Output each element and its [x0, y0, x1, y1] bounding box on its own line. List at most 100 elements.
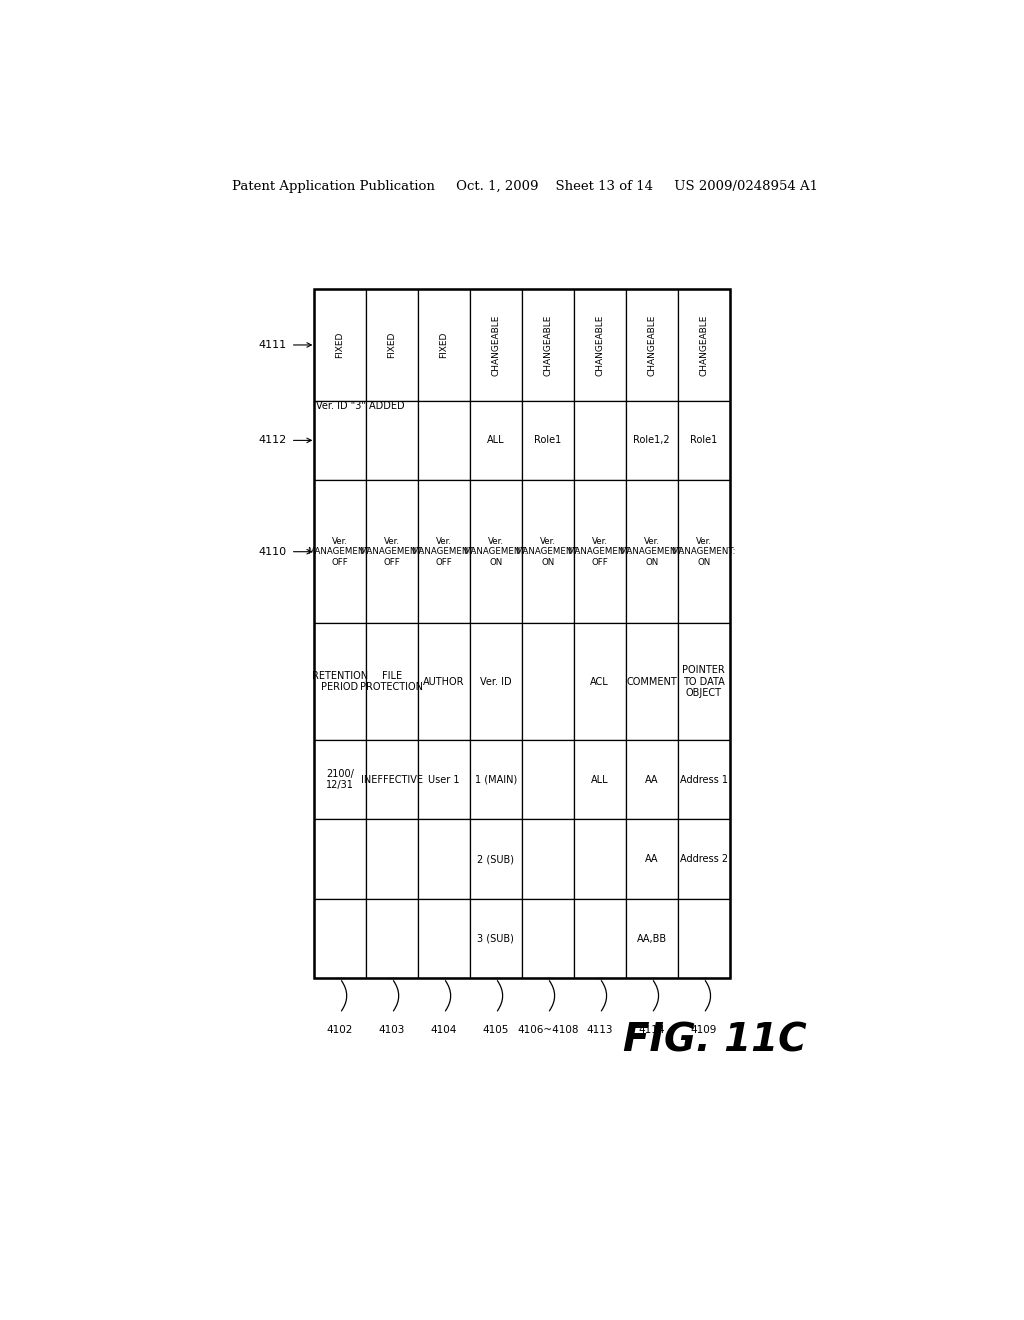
Bar — [573, 289, 626, 401]
Bar — [313, 289, 730, 978]
Bar — [313, 623, 366, 741]
Text: AUTHOR: AUTHOR — [423, 677, 465, 686]
Bar — [573, 899, 626, 978]
Text: Patent Application Publication     Oct. 1, 2009    Sheet 13 of 14     US 2009/02: Patent Application Publication Oct. 1, 2… — [231, 181, 818, 194]
Text: POINTER
TO DATA
OBJECT: POINTER TO DATA OBJECT — [682, 665, 725, 698]
Text: COMMENT: COMMENT — [627, 677, 677, 686]
Text: 4110: 4110 — [259, 546, 287, 557]
Text: Ver.
MANAGEMENT:
ON: Ver. MANAGEMENT: ON — [672, 537, 736, 566]
Bar — [573, 741, 626, 820]
Text: FILE
PROTECTION: FILE PROTECTION — [360, 671, 423, 693]
Text: Ver.
MANAGEMENT:
ON: Ver. MANAGEMENT: ON — [515, 537, 580, 566]
Text: 4114: 4114 — [638, 1024, 665, 1035]
Text: 4105: 4105 — [482, 1024, 509, 1035]
Bar — [313, 289, 366, 401]
Text: 4112: 4112 — [259, 436, 287, 445]
Bar — [626, 820, 678, 899]
Text: 3 (SUB): 3 (SUB) — [477, 933, 514, 944]
Text: Role1,2: Role1,2 — [634, 436, 670, 445]
Bar — [678, 480, 730, 623]
Text: CHANGEABLE: CHANGEABLE — [699, 314, 709, 376]
Text: Address 1: Address 1 — [680, 775, 728, 784]
Bar — [313, 480, 366, 623]
Text: ACL: ACL — [590, 677, 609, 686]
Bar — [313, 401, 366, 480]
Text: Ver. ID "3" ADDED: Ver. ID "3" ADDED — [316, 401, 404, 411]
Bar — [470, 820, 521, 899]
Bar — [366, 480, 418, 623]
Text: Role1: Role1 — [690, 436, 717, 445]
Bar — [470, 401, 521, 480]
Bar — [313, 899, 366, 978]
Text: Ver.
MANAGEMENT:
OFF: Ver. MANAGEMENT: OFF — [412, 537, 476, 566]
Bar — [573, 623, 626, 741]
Text: INEFFECTIVE: INEFFECTIVE — [360, 775, 423, 784]
Text: 4103: 4103 — [379, 1024, 404, 1035]
Text: Address 2: Address 2 — [680, 854, 728, 865]
Bar — [418, 899, 470, 978]
Bar — [521, 741, 573, 820]
Text: 2 (SUB): 2 (SUB) — [477, 854, 514, 865]
Bar — [366, 820, 418, 899]
Text: RETENTION
PERIOD: RETENTION PERIOD — [311, 671, 368, 693]
Text: FIXED: FIXED — [439, 331, 449, 358]
Text: 4102: 4102 — [327, 1024, 353, 1035]
Text: Ver.
MANAGEMENT:
OFF: Ver. MANAGEMENT: OFF — [359, 537, 424, 566]
Bar — [418, 289, 470, 401]
Bar — [626, 401, 678, 480]
Bar — [418, 623, 470, 741]
Text: Role1: Role1 — [535, 436, 561, 445]
Bar — [470, 480, 521, 623]
Text: 4106~4108: 4106~4108 — [517, 1024, 579, 1035]
Bar — [313, 741, 366, 820]
Bar — [470, 623, 521, 741]
Bar — [626, 741, 678, 820]
Text: CHANGEABLE: CHANGEABLE — [595, 314, 604, 376]
Text: 4104: 4104 — [430, 1024, 457, 1035]
Bar — [521, 623, 573, 741]
Text: Ver. ID: Ver. ID — [480, 677, 512, 686]
Text: FIXED: FIXED — [335, 331, 344, 358]
Text: 1 (MAIN): 1 (MAIN) — [474, 775, 517, 784]
Text: Ver.
MANAGEMENT:
ON: Ver. MANAGEMENT: ON — [464, 537, 528, 566]
Bar — [521, 480, 573, 623]
Text: Ver.
MANAGEMENT:
OFF: Ver. MANAGEMENT: OFF — [567, 537, 632, 566]
Text: CHANGEABLE: CHANGEABLE — [492, 314, 501, 376]
Bar — [678, 289, 730, 401]
Bar — [366, 899, 418, 978]
Bar — [418, 741, 470, 820]
Bar — [626, 623, 678, 741]
Bar — [418, 820, 470, 899]
Bar — [366, 289, 418, 401]
Text: Ver.
MANAGEMENT:
OFF: Ver. MANAGEMENT: OFF — [307, 537, 372, 566]
Text: CHANGEABLE: CHANGEABLE — [647, 314, 656, 376]
Bar — [678, 401, 730, 480]
Text: AA,BB: AA,BB — [637, 933, 667, 944]
Bar — [626, 899, 678, 978]
Bar — [366, 623, 418, 741]
Text: Ver.
MANAGEMENT:
ON: Ver. MANAGEMENT: ON — [620, 537, 684, 566]
Text: ALL: ALL — [487, 436, 505, 445]
Bar — [470, 899, 521, 978]
Text: User 1: User 1 — [428, 775, 460, 784]
Bar — [418, 401, 470, 480]
Bar — [626, 480, 678, 623]
Bar — [521, 289, 573, 401]
Text: FIXED: FIXED — [387, 331, 396, 358]
Text: ALL: ALL — [591, 775, 608, 784]
Bar — [573, 401, 626, 480]
Text: CHANGEABLE: CHANGEABLE — [543, 314, 552, 376]
Bar — [678, 899, 730, 978]
Bar — [678, 820, 730, 899]
Bar — [573, 480, 626, 623]
Bar — [626, 289, 678, 401]
Bar — [313, 820, 366, 899]
Text: 4113: 4113 — [587, 1024, 613, 1035]
Bar — [470, 289, 521, 401]
Text: 4111: 4111 — [259, 341, 287, 350]
Bar — [521, 401, 573, 480]
Bar — [366, 741, 418, 820]
Bar — [678, 741, 730, 820]
Text: 4109: 4109 — [690, 1024, 717, 1035]
Bar — [366, 401, 418, 480]
